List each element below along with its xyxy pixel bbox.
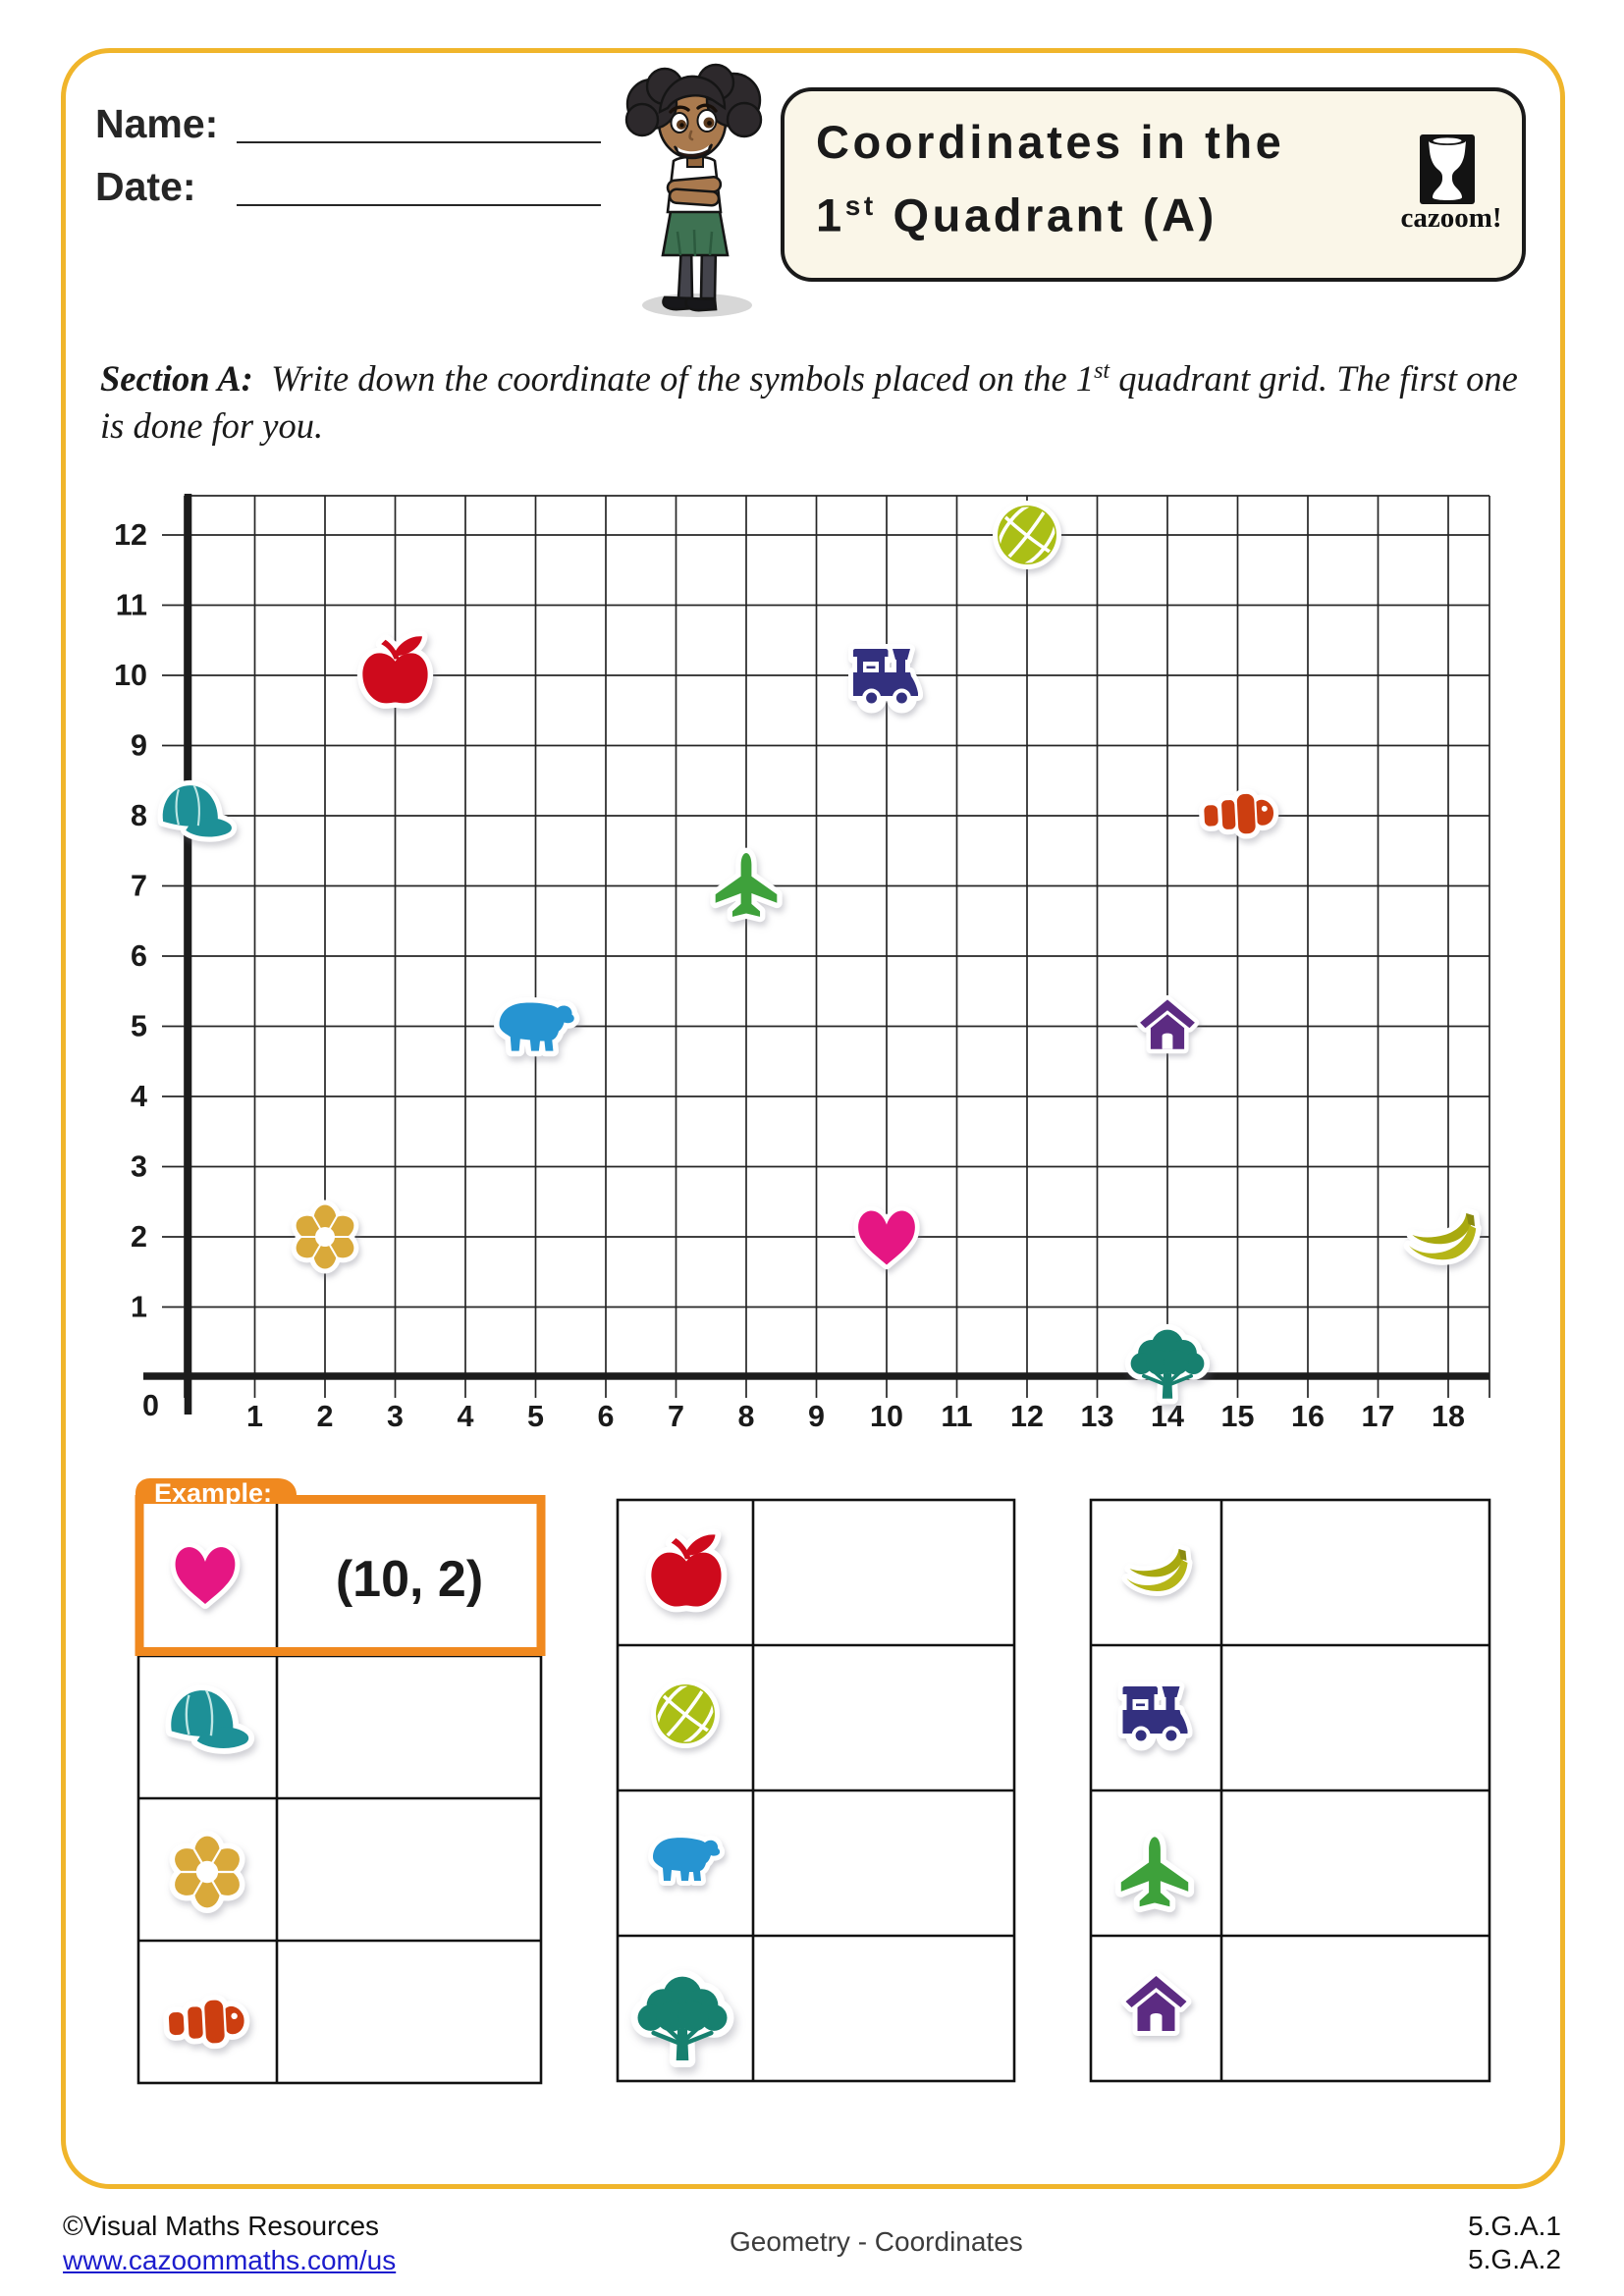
svg-text:4: 4: [131, 1080, 147, 1113]
svg-text:3: 3: [387, 1400, 404, 1433]
svg-text:8: 8: [131, 799, 147, 832]
svg-text:15: 15: [1221, 1400, 1255, 1433]
svg-text:13: 13: [1081, 1400, 1114, 1433]
svg-text:11: 11: [941, 1400, 972, 1433]
svg-text:5: 5: [527, 1400, 544, 1433]
svg-text:11: 11: [116, 589, 147, 622]
svg-text:10: 10: [870, 1400, 903, 1433]
svg-text:(10, 2): (10, 2): [336, 1551, 483, 1608]
svg-text:0: 0: [142, 1389, 159, 1422]
svg-text:9: 9: [131, 729, 147, 763]
svg-text:17: 17: [1362, 1400, 1395, 1433]
svg-text:7: 7: [131, 870, 147, 903]
svg-text:16: 16: [1291, 1400, 1325, 1433]
svg-text:12: 12: [114, 518, 147, 552]
svg-text:7: 7: [668, 1400, 684, 1433]
svg-text:Example:: Example:: [154, 1478, 272, 1508]
svg-text:2: 2: [317, 1400, 334, 1433]
svg-text:4: 4: [458, 1400, 474, 1433]
svg-text:2: 2: [131, 1220, 147, 1254]
svg-text:1: 1: [131, 1291, 147, 1324]
svg-text:6: 6: [131, 939, 147, 973]
svg-text:10: 10: [114, 659, 147, 692]
svg-text:3: 3: [131, 1150, 147, 1184]
svg-text:14: 14: [1151, 1400, 1184, 1433]
svg-text:9: 9: [808, 1400, 825, 1433]
svg-text:8: 8: [738, 1400, 755, 1433]
svg-text:5: 5: [131, 1010, 147, 1043]
svg-text:1: 1: [246, 1400, 263, 1433]
svg-text:6: 6: [598, 1400, 615, 1433]
svg-text:12: 12: [1010, 1400, 1044, 1433]
svg-text:18: 18: [1432, 1400, 1465, 1433]
